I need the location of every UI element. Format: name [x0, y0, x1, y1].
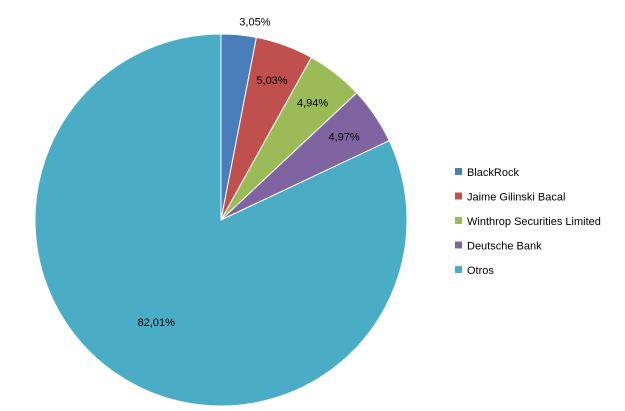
- pie-data-labels: 3,05% 5,03% 4,94% 4,97% 82,01%: [138, 17, 360, 329]
- data-label-deutsche-bank: 4,97%: [328, 131, 359, 143]
- legend-swatch-jaime-gilinski-bacal: [455, 192, 462, 200]
- legend-label-blackrock: BlackRock: [467, 167, 519, 179]
- legend-label-jaime-gilinski-bacal: Jaime Gilinski Bacal: [467, 192, 565, 204]
- legend-label-winthrop-securities-limited: Winthrop Securities Limited: [467, 216, 601, 228]
- data-label-otros: 82,01%: [138, 317, 176, 329]
- legend-swatch-blackrock: [455, 168, 462, 175]
- legend-label-otros: Otros: [467, 265, 494, 277]
- data-label-winthrop-securities-limited: 4,94%: [297, 98, 328, 110]
- pie-slices: [34, 33, 408, 407]
- legend: BlackRock Jaime Gilinski Bacal Winthrop Se…: [455, 167, 601, 277]
- legend-swatch-deutsche-bank: [455, 241, 462, 249]
- legend-label-deutsche-bank: Deutsche Bank: [467, 241, 542, 253]
- data-label-jaime-gilinski-bacal: 5,03%: [256, 75, 287, 87]
- pie-slice-otros: [34, 33, 408, 407]
- data-label-blackrock: 3,05%: [239, 17, 270, 29]
- legend-swatch-otros: [455, 266, 462, 273]
- legend-swatch-winthrop-securities-limited: [455, 217, 462, 224]
